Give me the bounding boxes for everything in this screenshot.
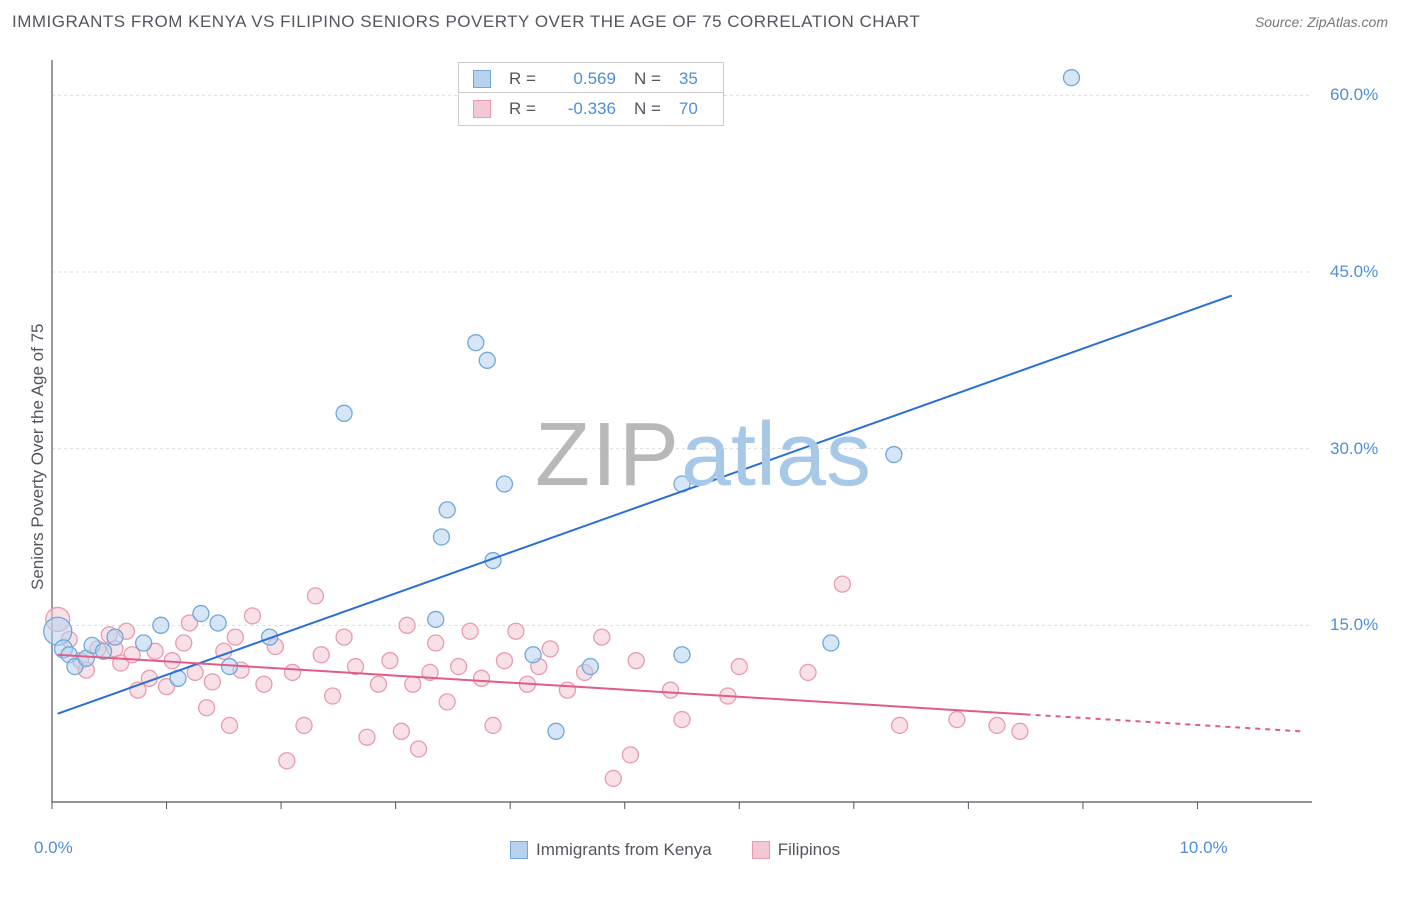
source-attribution: Source: ZipAtlas.com — [1255, 14, 1388, 30]
y-tick-label: 45.0% — [1330, 262, 1378, 282]
legend-label: Filipinos — [778, 840, 840, 860]
x-tick-label: 10.0% — [1179, 838, 1227, 858]
n-value: 70 — [679, 99, 709, 119]
legend-item-filipinos: Filipinos — [752, 840, 840, 860]
y-axis-label: Seniors Poverty Over the Age of 75 — [28, 324, 48, 590]
series-legend-bottom: Immigrants from Kenya Filipinos — [510, 840, 840, 860]
swatch-icon — [473, 100, 491, 118]
r-label: R = — [509, 99, 536, 119]
y-tick-label: 15.0% — [1330, 615, 1378, 635]
stat-box-filipinos: R = -0.336 N = 70 — [458, 92, 724, 126]
y-tick-label: 60.0% — [1330, 85, 1378, 105]
chart-container: ZIPatlas R =0.569N =35R =-0.336N =70 Imm… — [0, 40, 1406, 892]
swatch-icon — [510, 841, 528, 859]
scatter-plot-svg — [0, 40, 1406, 892]
legend-label: Immigrants from Kenya — [536, 840, 712, 860]
y-tick-label: 30.0% — [1330, 439, 1378, 459]
legend-item-kenya: Immigrants from Kenya — [510, 840, 712, 860]
r-value: 0.569 — [554, 69, 616, 89]
stat-box-kenya: R = 0.569 N = 35 — [458, 62, 724, 96]
r-value: -0.336 — [554, 99, 616, 119]
swatch-icon — [473, 70, 491, 88]
chart-title: IMMIGRANTS FROM KENYA VS FILIPINO SENIOR… — [12, 12, 920, 32]
n-label: N = — [634, 99, 661, 119]
swatch-icon — [752, 841, 770, 859]
x-tick-label: 0.0% — [34, 838, 73, 858]
r-label: R = — [509, 69, 536, 89]
n-value: 35 — [679, 69, 709, 89]
chart-header: IMMIGRANTS FROM KENYA VS FILIPINO SENIOR… — [0, 0, 1406, 40]
n-label: N = — [634, 69, 661, 89]
